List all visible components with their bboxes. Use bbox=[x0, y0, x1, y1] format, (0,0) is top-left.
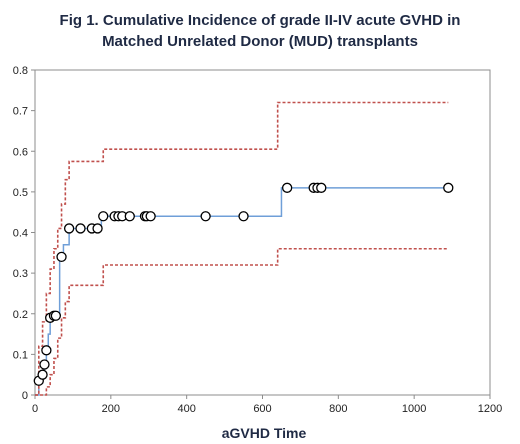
chart-title-line-1: Fig 1. Cumulative Incidence of grade II-… bbox=[59, 12, 461, 29]
upper-ci-line bbox=[35, 101, 449, 396]
censor-marker bbox=[39, 359, 50, 370]
censor-marker bbox=[75, 223, 86, 234]
x-tick-label: 600 bbox=[253, 403, 271, 415]
y-tick-label: 0.4 bbox=[13, 228, 28, 240]
censor-marker bbox=[56, 251, 67, 263]
marker-layer bbox=[33, 182, 454, 386]
x-tick-label: 1000 bbox=[402, 403, 426, 415]
y-tick-label: 0.8 bbox=[13, 65, 28, 77]
censor-marker bbox=[41, 345, 52, 356]
censor-marker bbox=[92, 223, 103, 234]
censor-marker bbox=[145, 211, 156, 222]
x-tick-label: 800 bbox=[329, 403, 347, 415]
censor-marker bbox=[124, 211, 135, 222]
series-layer bbox=[35, 101, 449, 396]
axes-layer: 0 0.1 0.2 0.3 0.4 0.5 0.6 0.7 0.8 0 200 400 600 800 10… bbox=[13, 65, 503, 415]
censor-marker bbox=[443, 182, 454, 193]
y-tick-label: 0.6 bbox=[13, 146, 28, 158]
y-tick-label: 0.5 bbox=[13, 187, 28, 199]
y-tick-label: 0 bbox=[22, 390, 28, 402]
plot-frame bbox=[34, 69, 491, 396]
x-axis-label: aGVHD Time bbox=[222, 425, 307, 441]
x-tick-label: 0 bbox=[32, 403, 38, 415]
censor-marker bbox=[63, 223, 75, 234]
y-tick-label: 0.2 bbox=[13, 309, 28, 321]
y-tick-label: 0.3 bbox=[13, 268, 28, 280]
x-tick-label: 400 bbox=[177, 403, 195, 415]
x-tick-label: 200 bbox=[102, 403, 120, 415]
chart-title-line-2: Matched Unrelated Donor (MUD) transplant… bbox=[102, 33, 418, 50]
censor-marker bbox=[50, 310, 62, 321]
y-tick-label: 0.1 bbox=[13, 349, 28, 361]
x-tick-label: 1200 bbox=[478, 403, 502, 415]
lower-ci-line bbox=[35, 247, 449, 396]
censor-marker bbox=[98, 211, 109, 222]
censor-marker bbox=[238, 211, 249, 222]
y-tick-label: 0.7 bbox=[13, 106, 28, 118]
censor-marker bbox=[37, 369, 48, 380]
censor-marker bbox=[200, 211, 211, 222]
censor-marker bbox=[281, 182, 293, 193]
censor-marker bbox=[316, 182, 327, 193]
